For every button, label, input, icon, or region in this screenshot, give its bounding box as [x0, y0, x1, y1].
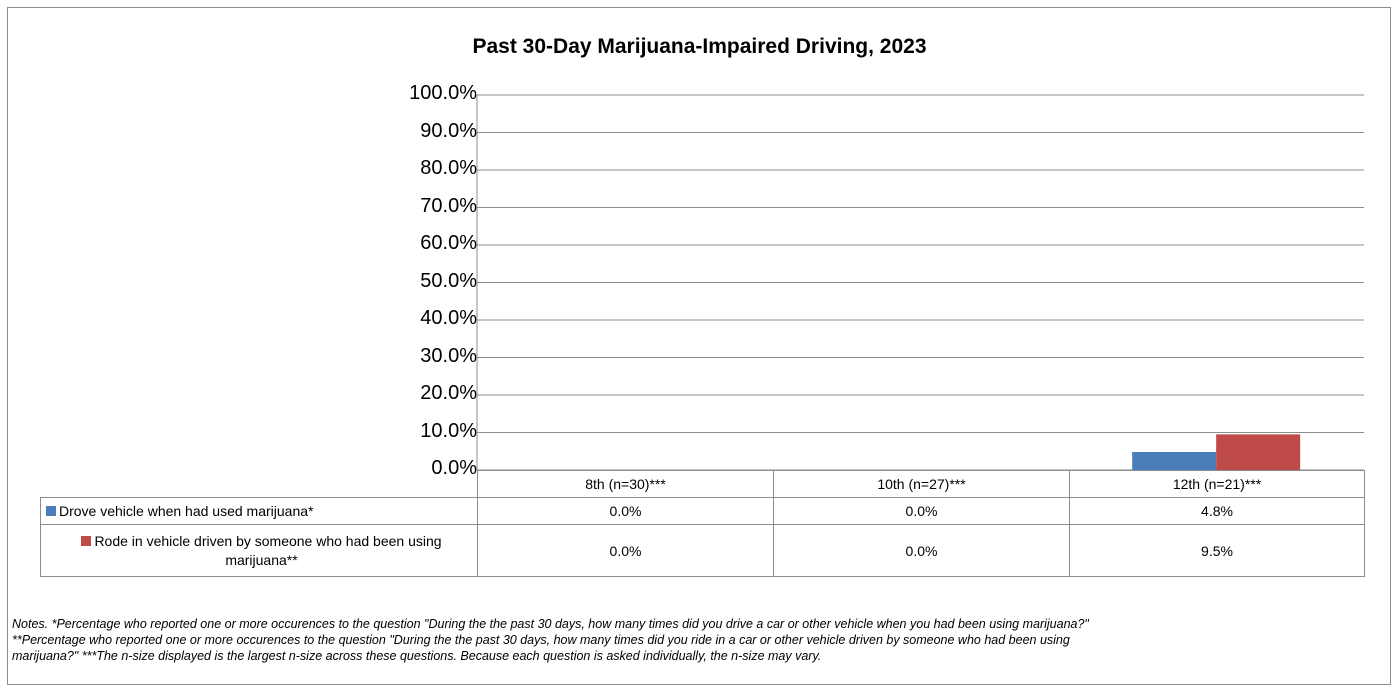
data-label: 9.5%	[1069, 524, 1365, 577]
data-label: 0.0%	[773, 497, 1070, 525]
y-tick-label: 20.0%	[420, 382, 477, 404]
table-row: Drove vehicle when had used marijuana* 0…	[40, 497, 1365, 525]
chart-notes: Notes. *Percentage who reported one or m…	[12, 616, 1372, 664]
y-tick-label: 30.0%	[420, 344, 477, 367]
data-label: 4.8%	[1069, 497, 1365, 525]
category-label: 8th (n=30)***	[477, 470, 774, 498]
y-tick-label: 60.0%	[420, 232, 477, 254]
data-label: 0.0%	[477, 497, 774, 525]
legend-swatch-blue	[46, 506, 56, 516]
table-corner-cell	[40, 470, 478, 498]
table-row: Rode in vehicle driven by someone who ha…	[40, 524, 1365, 577]
data-label: 0.0%	[773, 524, 1070, 577]
table-header-row: 8th (n=30)*** 10th (n=27)*** 12th (n=21)…	[40, 470, 1365, 498]
y-tick-label: 50.0%	[420, 269, 477, 292]
y-tick-label: 100.0%	[409, 82, 477, 104]
legend-swatch-red	[81, 535, 92, 546]
y-tick-label: 10.0%	[420, 419, 477, 442]
legend-entry-drove: Drove vehicle when had used marijuana*	[40, 497, 478, 525]
series-name: Drove vehicle when had used marijuana*	[59, 503, 314, 519]
y-tick-label: 40.0%	[420, 307, 477, 329]
chart-frame	[7, 7, 1391, 685]
chart-title: Past 30-Day Marijuana-Impaired Driving, …	[472, 35, 927, 58]
bar	[1132, 452, 1217, 470]
y-tick-label: 70.0%	[420, 194, 477, 217]
data-label: 0.0%	[477, 524, 774, 577]
category-label: 10th (n=27)***	[773, 470, 1070, 498]
category-label: 12th (n=21)***	[1069, 470, 1365, 498]
data-table: 8th (n=30)*** 10th (n=27)*** 12th (n=21)…	[40, 470, 1365, 577]
series-name: Rode in vehicle driven by someone who ha…	[94, 532, 442, 568]
y-tick-label: 80.0%	[420, 157, 477, 179]
notes-line: Notes. *Percentage who reported one or m…	[12, 617, 1089, 631]
bar	[1216, 434, 1301, 470]
legend-entry-rode: Rode in vehicle driven by someone who ha…	[40, 524, 478, 577]
notes-line: **Percentage who reported one or more oc…	[12, 633, 1070, 647]
y-tick-label: 90.0%	[420, 119, 477, 142]
notes-line: marijuana?" ***The n-size displayed is t…	[12, 649, 822, 663]
